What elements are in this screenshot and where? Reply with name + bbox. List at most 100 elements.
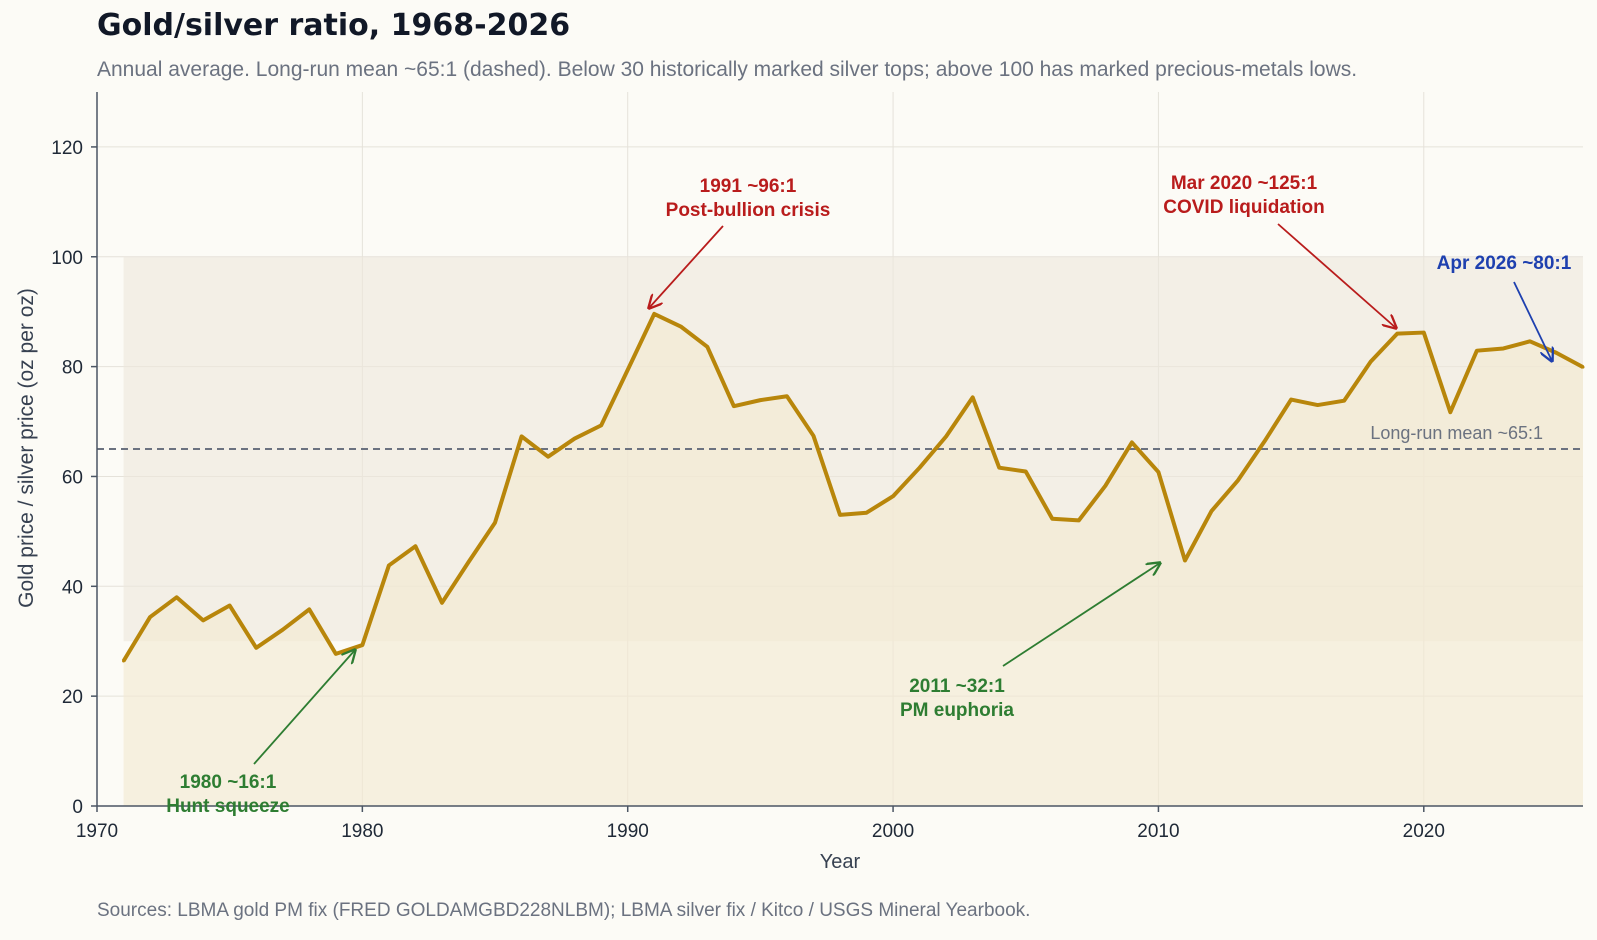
y-tick-label: 80 — [62, 358, 83, 379]
annotation: 2011 ~32:1 PM euphoria — [900, 563, 1160, 721]
series-point — [413, 544, 417, 548]
annotation-label: Apr 2026 ~80:1 — [1437, 253, 1572, 274]
annotation: Mar 2020 ~125:1 COVID liquidation — [1163, 173, 1396, 328]
series-point — [148, 615, 152, 619]
series-point — [493, 521, 497, 525]
axis-layer: 0 20 40 60 80 100 120 1970 1980 1990 2000 2010 2020 — [51, 92, 1583, 842]
annotation-label: COVID liquidation — [1163, 197, 1325, 218]
y-tick-label: 20 — [62, 687, 83, 708]
y-tick-label: 60 — [62, 467, 83, 488]
annotation-label: Hunt squeeze — [166, 796, 290, 817]
series-point — [1077, 518, 1081, 522]
series-point — [1501, 346, 1505, 350]
series-point — [1183, 558, 1187, 562]
series-point — [573, 437, 577, 441]
series-point — [228, 604, 232, 608]
series-point — [1342, 399, 1346, 403]
series-point — [440, 601, 444, 605]
series-point — [1289, 398, 1293, 402]
x-tick-label: 2010 — [1137, 821, 1179, 842]
chart-subtitle: Annual average. Long-run mean ~65:1 (das… — [97, 58, 1358, 81]
series-point — [838, 513, 842, 517]
annotation-arrow — [1277, 223, 1396, 328]
series-point — [1156, 470, 1160, 474]
series-point — [997, 466, 1001, 470]
series-point — [679, 325, 683, 329]
ratio-series-line — [121, 311, 1584, 663]
source-note: Sources: LBMA gold PM fix (FRED GOLDAMGB… — [97, 900, 1031, 921]
series-point — [1422, 331, 1426, 335]
series-point — [360, 643, 364, 647]
x-tick-label: 2020 — [1403, 821, 1445, 842]
series-point — [732, 404, 736, 408]
annotation-arrow — [1513, 281, 1552, 361]
series-point — [1263, 439, 1267, 443]
series-point — [891, 494, 895, 498]
series-point — [1210, 509, 1213, 513]
annotation-label: Post-bullion crisis — [666, 200, 831, 221]
y-tick-label: 0 — [72, 797, 83, 818]
series-point — [254, 646, 258, 650]
series-point — [307, 607, 311, 611]
y-axis-label: Gold price / silver price (oz per oz) — [15, 288, 38, 608]
series-point — [1369, 360, 1373, 364]
series-point — [1316, 403, 1320, 407]
annotation: 1980 ~16:1 Hunt squeeze — [166, 650, 355, 817]
series-point — [918, 466, 922, 470]
y-tick-label: 100 — [51, 248, 83, 269]
series-point — [387, 563, 391, 567]
series-point — [175, 595, 179, 599]
x-tick-label: 1990 — [607, 821, 649, 842]
series-point — [1103, 484, 1107, 488]
series-point — [1554, 351, 1558, 355]
y-tick-label: 120 — [51, 138, 83, 159]
series-point — [944, 434, 948, 438]
annotation-arrow — [649, 225, 724, 308]
series-point — [334, 652, 338, 656]
series-point — [546, 455, 550, 459]
series-point — [1448, 410, 1452, 414]
annotation-label: 1991 ~96:1 — [700, 176, 797, 197]
mean-label: Long-run mean ~65:1 — [1370, 423, 1543, 443]
mean-layer: Long-run mean ~65:1 — [97, 423, 1583, 450]
series-point — [785, 394, 789, 398]
x-tick-label: 1980 — [341, 821, 383, 842]
series-point — [811, 434, 815, 438]
annotation-label: Mar 2020 ~125:1 — [1171, 173, 1318, 194]
annotation: 1991 ~96:1 Post-bullion crisis — [649, 176, 830, 308]
series-point — [865, 511, 869, 515]
series-point — [520, 434, 524, 438]
series-point — [599, 423, 603, 427]
x-tick-label: 2000 — [872, 821, 914, 842]
x-tick-label: 1970 — [76, 821, 118, 842]
series-point — [1395, 332, 1399, 336]
ratio-area-fill — [123, 313, 1583, 806]
annotation-layer: 1980 ~16:1 Hunt squeeze 1991 ~96:1 Post-bul… — [166, 173, 1572, 817]
series-point — [201, 618, 205, 622]
annotation-arrow — [1002, 563, 1160, 667]
annotation-label: PM euphoria — [900, 700, 1014, 721]
series-point — [1236, 478, 1240, 482]
annotation-label: 1980 ~16:1 — [180, 772, 277, 793]
series-point — [1050, 517, 1054, 521]
series-point — [467, 560, 470, 564]
series-point — [705, 345, 709, 349]
series-point — [626, 368, 630, 372]
series-point — [971, 395, 975, 399]
chart-title: Gold/silver ratio, 1968-2026 — [97, 8, 571, 43]
series-point — [1130, 440, 1134, 444]
series-point — [1528, 339, 1532, 343]
area-layer — [123, 313, 1583, 806]
series-point — [281, 628, 285, 632]
series-point — [122, 659, 126, 663]
series-point — [1581, 365, 1585, 369]
series-point — [1024, 470, 1028, 474]
annotation: Apr 2026 ~80:1 — [1437, 253, 1572, 361]
x-axis-label: Year — [820, 851, 861, 873]
annotation-label: 2011 ~32:1 — [909, 676, 1005, 697]
series-point — [652, 312, 656, 316]
series-point — [758, 398, 762, 402]
annotation-arrow — [253, 650, 355, 765]
y-tick-label: 40 — [62, 577, 83, 598]
